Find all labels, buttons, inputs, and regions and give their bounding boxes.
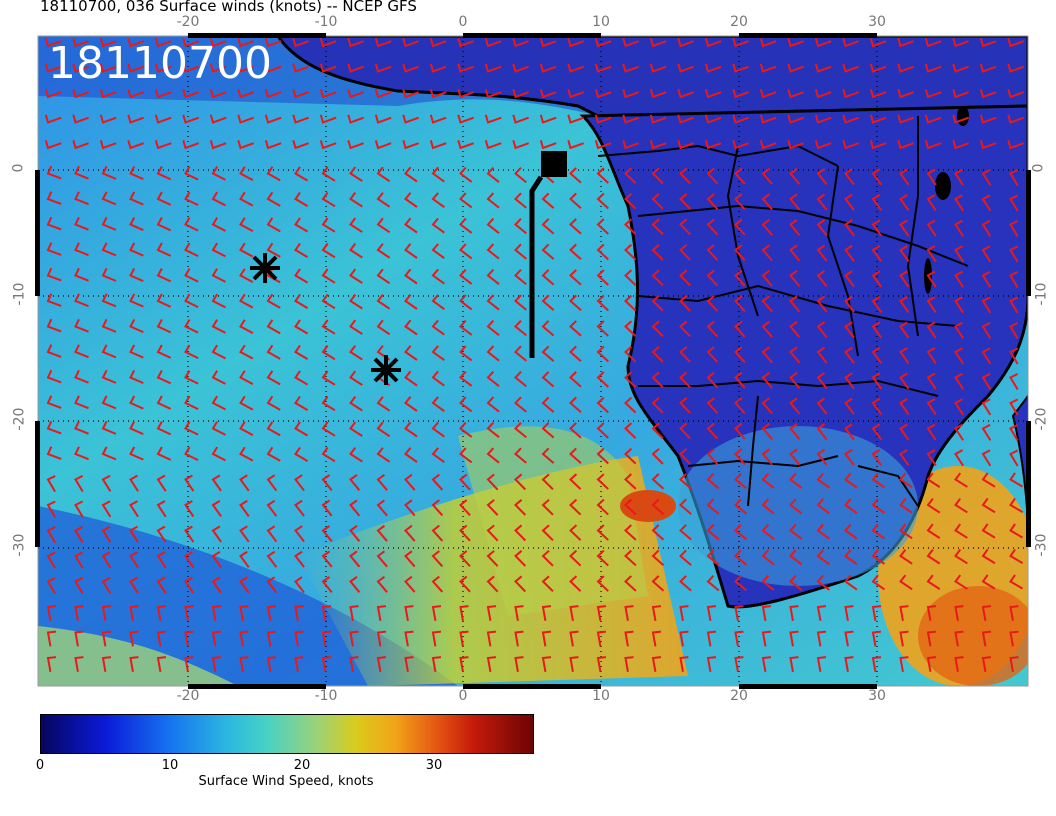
lon-label-top: 0 [458,14,468,30]
colorbar [40,714,534,754]
lon-label-top: -10 [314,14,338,30]
storm-marker-2 [371,355,401,385]
colorbar-tick: 20 [293,758,311,773]
lon-label-bottom: 0 [458,688,468,704]
lon-label-top: 30 [868,14,886,30]
colorbar-label: Surface Wind Speed, knots [198,774,374,789]
lon-label-bottom: 20 [730,688,748,704]
storm-marker-1 [250,253,280,283]
wind-max-cape [620,490,676,522]
lat-label-right: -30 [1033,533,1050,557]
lon-label-bottom: 10 [592,688,610,704]
page-title: 18110700, 036 Surface winds (knots) -- N… [40,0,417,15]
lon-label-top: -20 [176,14,200,30]
lon-label-bottom: -10 [314,688,338,704]
lat-label-left: -30 [11,533,28,557]
lat-label-right: 0 [1030,163,1047,173]
colorbar-tick: 10 [161,758,179,773]
wind-map: 18110700 [38,36,1028,686]
lat-label-left: 0 [10,163,27,173]
date-stamp: 18110700 [48,38,272,89]
lon-label-top: 20 [730,14,748,30]
colorbar-tick: 0 [35,758,45,773]
lat-label-right: -20 [1033,407,1050,431]
colorbar-tick: 30 [425,758,443,773]
lon-label-bottom: 30 [868,688,886,704]
lat-label-right: -10 [1033,282,1050,306]
lat-label-left: -20 [11,407,28,431]
lat-label-left: -10 [11,282,28,306]
lon-label-top: 10 [592,14,610,30]
lon-label-bottom: -20 [176,688,200,704]
map-canvas [38,36,1028,686]
